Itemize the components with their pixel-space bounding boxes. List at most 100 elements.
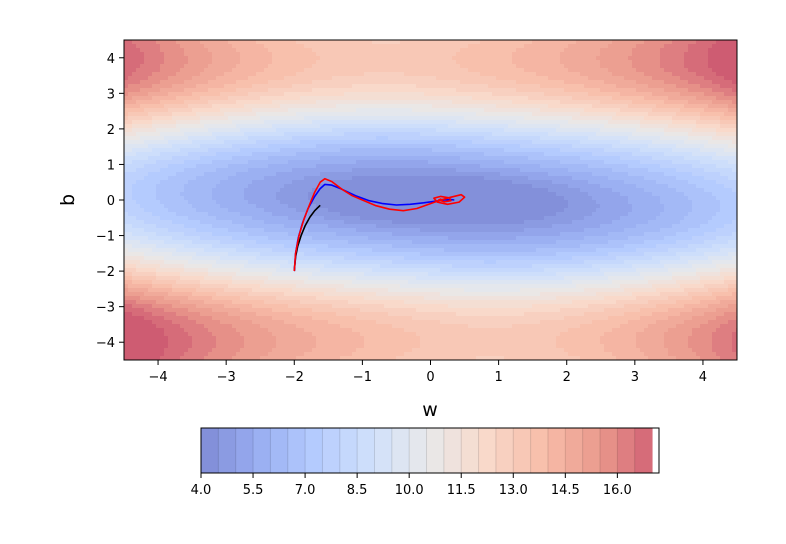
contour-cell xyxy=(496,108,501,113)
contour-cell xyxy=(448,100,453,105)
contour-cell xyxy=(272,60,277,65)
contour-cell xyxy=(500,68,505,73)
contour-cell xyxy=(408,80,413,85)
contour-cell xyxy=(640,88,645,93)
contour-cell xyxy=(156,124,161,129)
contour-cell xyxy=(536,96,541,101)
contour-cell xyxy=(476,164,481,169)
contour-cell xyxy=(448,64,453,69)
contour-cell xyxy=(608,120,613,125)
contour-cell xyxy=(692,144,697,149)
contour-cell xyxy=(384,152,389,157)
contour-cell xyxy=(592,48,597,53)
contour-cell xyxy=(452,48,457,53)
contour-cell xyxy=(712,136,717,141)
contour-cell xyxy=(400,52,405,57)
contour-cell xyxy=(360,140,365,145)
contour-cell xyxy=(200,164,205,169)
contour-cell xyxy=(188,132,193,137)
contour-cell xyxy=(176,84,181,89)
contour-cell xyxy=(296,124,301,129)
contour-cell xyxy=(344,140,349,145)
contour-cell xyxy=(200,152,205,157)
contour-cell xyxy=(264,108,269,113)
contour-cell xyxy=(208,52,213,57)
contour-cell xyxy=(168,40,173,45)
contour-cell xyxy=(476,152,481,157)
contour-cell xyxy=(712,144,717,149)
contour-cell xyxy=(264,140,269,145)
contour-cell xyxy=(320,40,325,45)
contour-cell xyxy=(288,60,293,65)
contour-cell xyxy=(244,156,249,161)
contour-cell xyxy=(376,132,381,137)
contour-cell xyxy=(712,148,717,153)
contour-cell xyxy=(628,128,633,133)
contour-cell xyxy=(584,56,589,61)
contour-cell xyxy=(144,104,149,109)
contour-cell xyxy=(692,120,697,125)
contour-cell xyxy=(592,44,597,49)
contour-cell xyxy=(196,56,201,61)
contour-cell xyxy=(300,156,305,161)
contour-cell xyxy=(588,120,593,125)
contour-cell xyxy=(184,112,189,117)
contour-cell xyxy=(284,128,289,133)
contour-cell xyxy=(332,116,337,121)
contour-cell xyxy=(312,76,317,81)
contour-cell xyxy=(696,56,701,61)
contour-cell xyxy=(452,152,457,157)
contour-cell xyxy=(476,60,481,65)
contour-cell xyxy=(444,84,449,89)
contour-cell xyxy=(292,160,297,165)
contour-cell xyxy=(300,148,305,153)
contour-cell xyxy=(364,112,369,117)
contour-cell xyxy=(396,52,401,57)
contour-cell xyxy=(240,140,245,145)
contour-cell xyxy=(352,40,357,45)
contour-cell xyxy=(604,104,609,109)
contour-cell xyxy=(136,128,141,133)
contour-cell xyxy=(708,128,713,133)
contour-cell xyxy=(300,68,305,73)
contour-cell xyxy=(140,152,145,157)
contour-cell xyxy=(388,104,393,109)
contour-cell xyxy=(416,48,421,53)
contour-cell xyxy=(724,72,729,77)
contour-cell xyxy=(396,112,401,117)
contour-cell xyxy=(708,72,713,77)
contour-cell xyxy=(712,156,717,161)
contour-cell xyxy=(220,72,225,77)
contour-cell xyxy=(584,128,589,133)
contour-cell xyxy=(688,88,693,93)
contour-cell xyxy=(340,128,345,133)
contour-cell xyxy=(380,132,385,137)
contour-cell xyxy=(548,144,553,149)
contour-cell xyxy=(644,132,649,137)
contour-cell xyxy=(296,76,301,81)
contour-cell xyxy=(420,56,425,61)
contour-cell xyxy=(596,80,601,85)
contour-cell xyxy=(628,44,633,49)
contour-cell xyxy=(552,148,557,153)
contour-cell xyxy=(220,84,225,89)
contour-cell xyxy=(312,152,317,157)
contour-cell xyxy=(348,116,353,121)
contour-cell xyxy=(244,44,249,49)
contour-cell xyxy=(400,60,405,65)
contour-cell xyxy=(584,76,589,81)
contour-cell xyxy=(204,144,209,149)
contour-cell xyxy=(388,120,393,125)
contour-cell xyxy=(248,76,253,81)
contour-cell xyxy=(300,100,305,105)
contour-cell xyxy=(544,108,549,113)
contour-cell xyxy=(404,140,409,145)
contour-cell xyxy=(436,104,441,109)
contour-cell xyxy=(700,152,705,157)
contour-cell xyxy=(344,56,349,61)
contour-fill xyxy=(124,40,737,360)
contour-cell xyxy=(416,64,421,69)
contour-cell xyxy=(352,120,357,125)
contour-cell xyxy=(144,116,149,121)
contour-cell xyxy=(420,88,425,93)
